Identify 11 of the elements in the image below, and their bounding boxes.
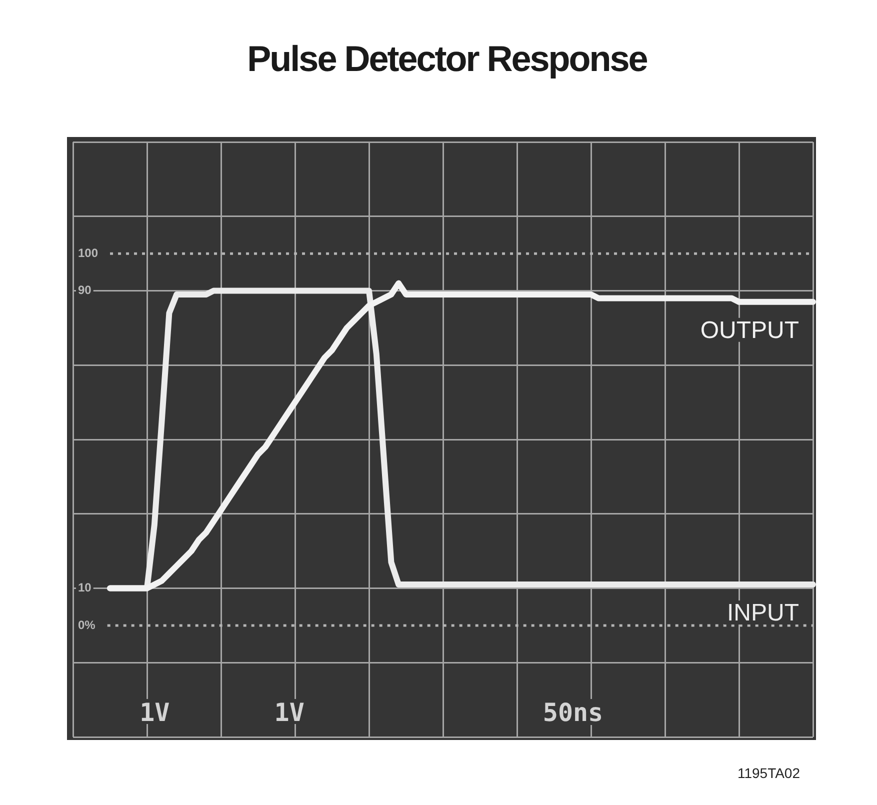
y-tick-label: 10 <box>78 580 92 595</box>
annotation: 1V <box>274 698 304 727</box>
ref-line-label: 0% <box>78 618 96 632</box>
series-label: OUTPUT <box>700 316 800 344</box>
ref-line-label: 100 <box>78 246 98 260</box>
text: 1195TA02 <box>737 765 800 781</box>
annotation: 50ns <box>542 698 604 727</box>
annotation: 1V <box>140 698 170 727</box>
series-label: INPUT <box>727 600 800 627</box>
y-tick-label: 90 <box>78 283 92 298</box>
chart-title: Pulse Detector Response <box>246 38 648 79</box>
